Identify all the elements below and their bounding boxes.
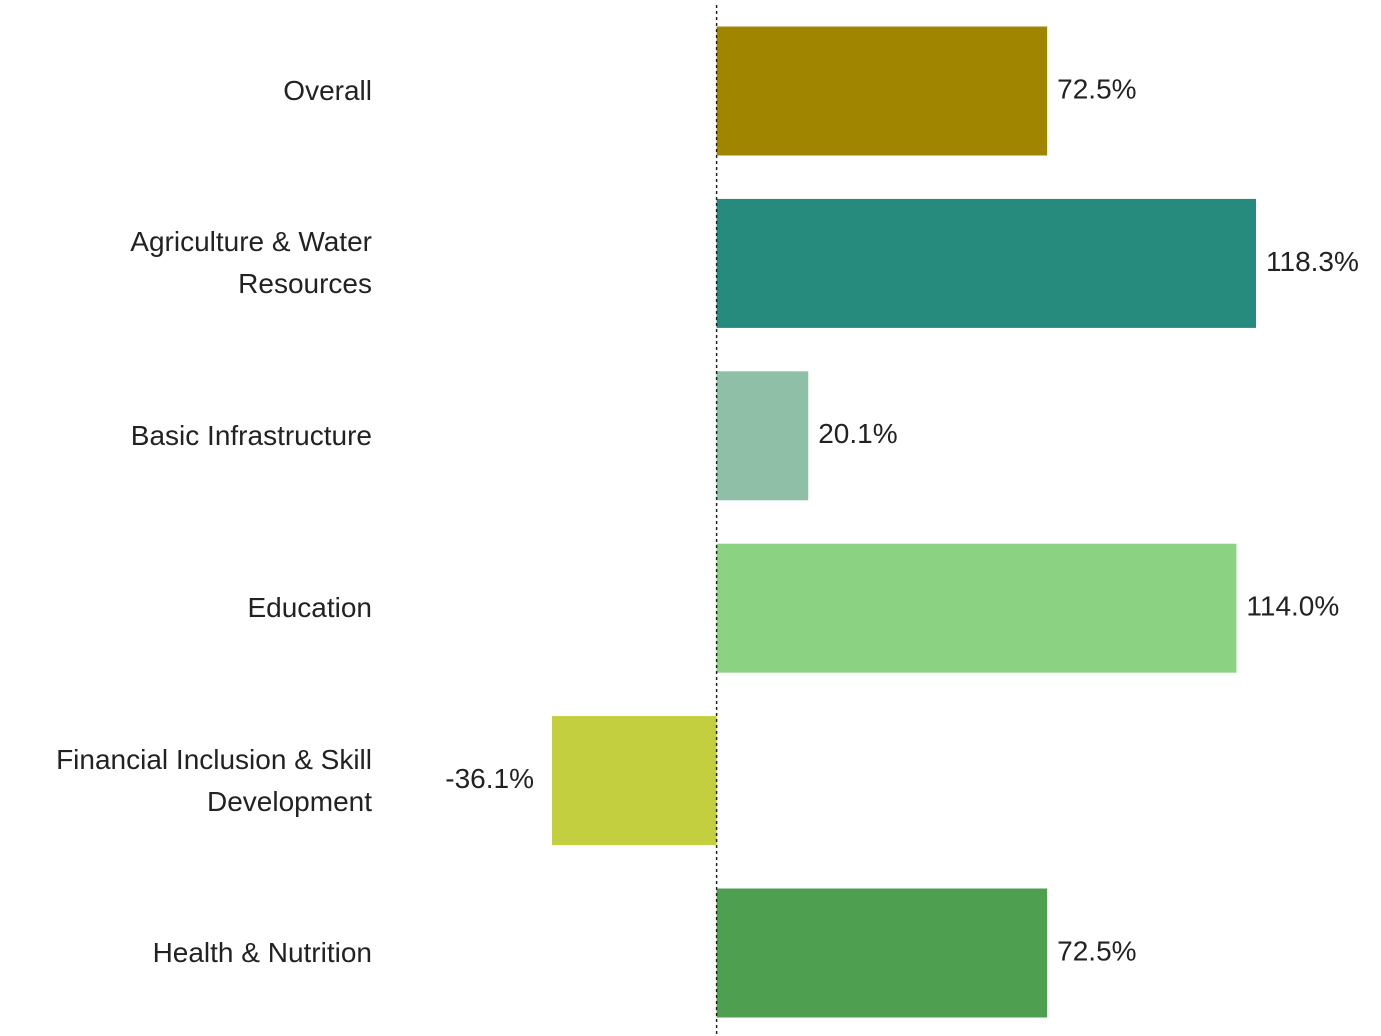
value-label: -36.1%	[445, 763, 534, 794]
value-label: 72.5%	[1057, 935, 1136, 966]
category-label: Basic Infrastructure	[130, 419, 372, 451]
value-label: 118.3%	[1266, 246, 1359, 277]
category-label: Overall	[283, 75, 372, 106]
category-label: Financial Inclusion & Skill Development	[56, 743, 372, 817]
bar	[716, 26, 1048, 156]
category-label: Agriculture & Water Resources	[130, 226, 372, 300]
bar	[716, 543, 1237, 673]
value-label: 20.1%	[818, 418, 897, 449]
category-label: Health & Nutrition	[152, 937, 372, 968]
bar	[716, 888, 1048, 1018]
value-label: 114.0%	[1246, 591, 1339, 622]
bar	[716, 198, 1256, 328]
category-label: Education	[247, 592, 372, 624]
bar	[716, 371, 809, 501]
value-label: 72.5%	[1057, 73, 1136, 104]
bar	[552, 716, 717, 846]
